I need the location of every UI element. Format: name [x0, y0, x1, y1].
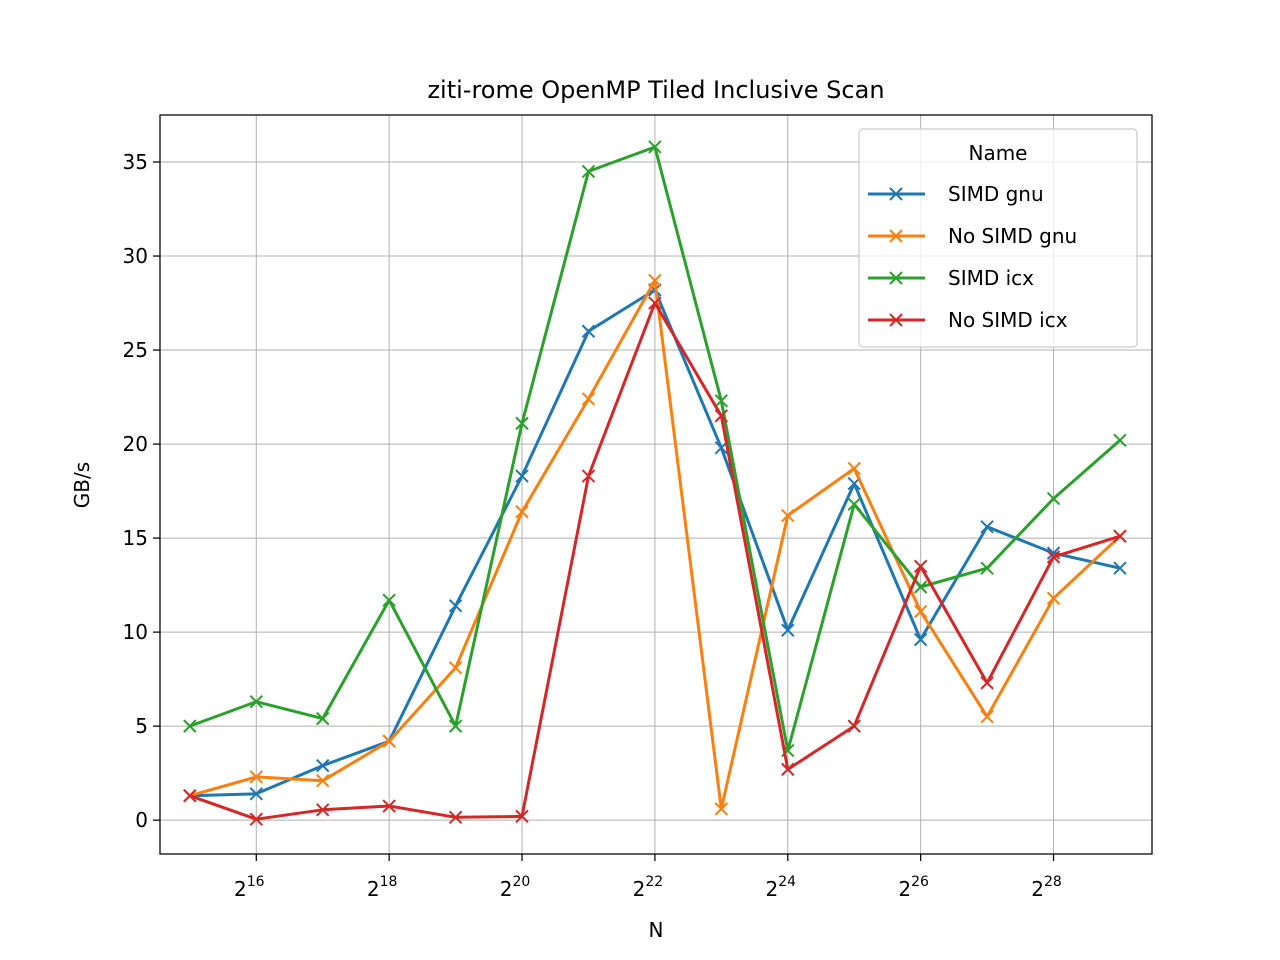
data-point-marker — [1046, 550, 1061, 564]
data-point-marker — [581, 469, 596, 483]
data-point-marker — [913, 632, 928, 647]
data-point-marker — [316, 711, 330, 726]
data-point-marker — [1046, 591, 1061, 605]
legend-label: No SIMD gnu — [948, 224, 1077, 248]
data-point-marker — [515, 809, 529, 824]
data-point-marker — [781, 623, 795, 637]
data-point-marker — [980, 520, 994, 534]
data-point-marker — [382, 593, 396, 607]
x-tick-label: 218 — [367, 874, 398, 901]
data-point-marker — [847, 497, 861, 511]
data-point-marker — [648, 140, 662, 154]
x-tick-label: 224 — [765, 874, 796, 901]
data-point-marker — [249, 812, 263, 826]
data-point-marker — [913, 604, 928, 619]
data-point-marker — [249, 770, 263, 784]
y-tick-label: 35 — [123, 150, 148, 174]
data-point-marker — [448, 719, 463, 733]
plot-frame — [159, 114, 1153, 855]
data-point-marker — [448, 599, 463, 613]
data-point-marker — [448, 661, 463, 675]
y-tick-label: 25 — [123, 338, 148, 362]
x-tick-label: 222 — [633, 874, 664, 901]
series-2 — [183, 140, 1127, 758]
series-lines — [183, 140, 1127, 826]
data-point-marker — [648, 273, 662, 288]
data-point-marker — [382, 799, 396, 813]
data-point-marker — [515, 416, 529, 431]
data-point-marker — [913, 580, 928, 594]
legend-marker — [889, 271, 903, 285]
y-tick-label: 20 — [123, 432, 148, 456]
y-tick-label: 0 — [135, 808, 148, 832]
data-point-marker — [249, 694, 263, 709]
data-point-marker — [714, 409, 729, 423]
legend-title: Name — [968, 141, 1027, 165]
data-point-marker — [581, 324, 596, 338]
series-3 — [183, 296, 1127, 826]
legend: Name SIMD gnu No SIMD gnu SIMD icx No SIMD … — [858, 128, 1138, 348]
data-point-marker — [781, 508, 795, 523]
data-point-marker — [980, 676, 994, 690]
legend-box — [858, 128, 1138, 348]
data-point-marker — [316, 773, 330, 788]
data-point-marker — [448, 810, 463, 825]
y-axis-label: GB/s — [70, 462, 94, 508]
legend-label: No SIMD icx — [948, 308, 1068, 332]
legend-entries: SIMD gnu No SIMD gnu SIMD icx No SIMD icx — [868, 182, 1077, 332]
data-point-marker — [382, 734, 396, 748]
x-tick-label: 220 — [500, 874, 531, 901]
legend-label: SIMD gnu — [948, 182, 1044, 206]
data-point-marker — [515, 505, 529, 519]
legend-marker — [889, 313, 903, 327]
y-tick-label: 10 — [123, 620, 148, 644]
y-tick-label: 15 — [123, 526, 148, 550]
data-point-marker — [980, 561, 994, 575]
data-point-marker — [1113, 561, 1127, 575]
x-tick-label: 226 — [898, 874, 929, 901]
data-point-marker — [714, 394, 729, 408]
x-tick-label: 216 — [234, 874, 265, 901]
data-point-marker — [847, 719, 861, 733]
y-tick-label: 30 — [123, 244, 148, 268]
x-axis-label: N — [649, 918, 664, 942]
data-point-marker — [648, 296, 662, 310]
data-point-marker — [980, 710, 994, 724]
data-point-marker — [249, 787, 263, 801]
legend-marker — [889, 187, 903, 201]
data-point-marker — [316, 758, 330, 773]
data-point-marker — [581, 164, 596, 179]
data-point-marker — [1046, 491, 1061, 506]
legend-entry: SIMD gnu — [868, 182, 1044, 206]
data-point-marker — [1113, 433, 1127, 448]
data-point-marker — [1113, 529, 1127, 543]
data-point-marker — [714, 802, 729, 816]
data-point-marker — [515, 469, 529, 483]
data-point-marker — [847, 461, 861, 476]
y-tick-label: 5 — [135, 714, 148, 738]
legend-entry: SIMD icx — [868, 266, 1034, 290]
data-point-marker — [913, 559, 928, 574]
data-point-marker — [316, 803, 330, 817]
legend-marker — [889, 229, 903, 243]
data-point-marker — [781, 762, 795, 777]
chart-title: ziti-rome OpenMP Tiled Inclusive Scan — [427, 76, 884, 104]
legend-label: SIMD icx — [948, 266, 1034, 290]
legend-entry: No SIMD gnu — [868, 224, 1077, 248]
x-tick-label: 228 — [1031, 874, 1062, 901]
data-point-marker — [183, 788, 197, 803]
axis-ticks: 216 218 220 222 224 226 228 0 5 10 15 20 25 30 35 — [123, 150, 1062, 901]
grid — [160, 115, 1152, 854]
data-point-marker — [581, 392, 596, 406]
data-point-marker — [183, 719, 197, 733]
legend-entry: No SIMD icx — [868, 308, 1068, 332]
